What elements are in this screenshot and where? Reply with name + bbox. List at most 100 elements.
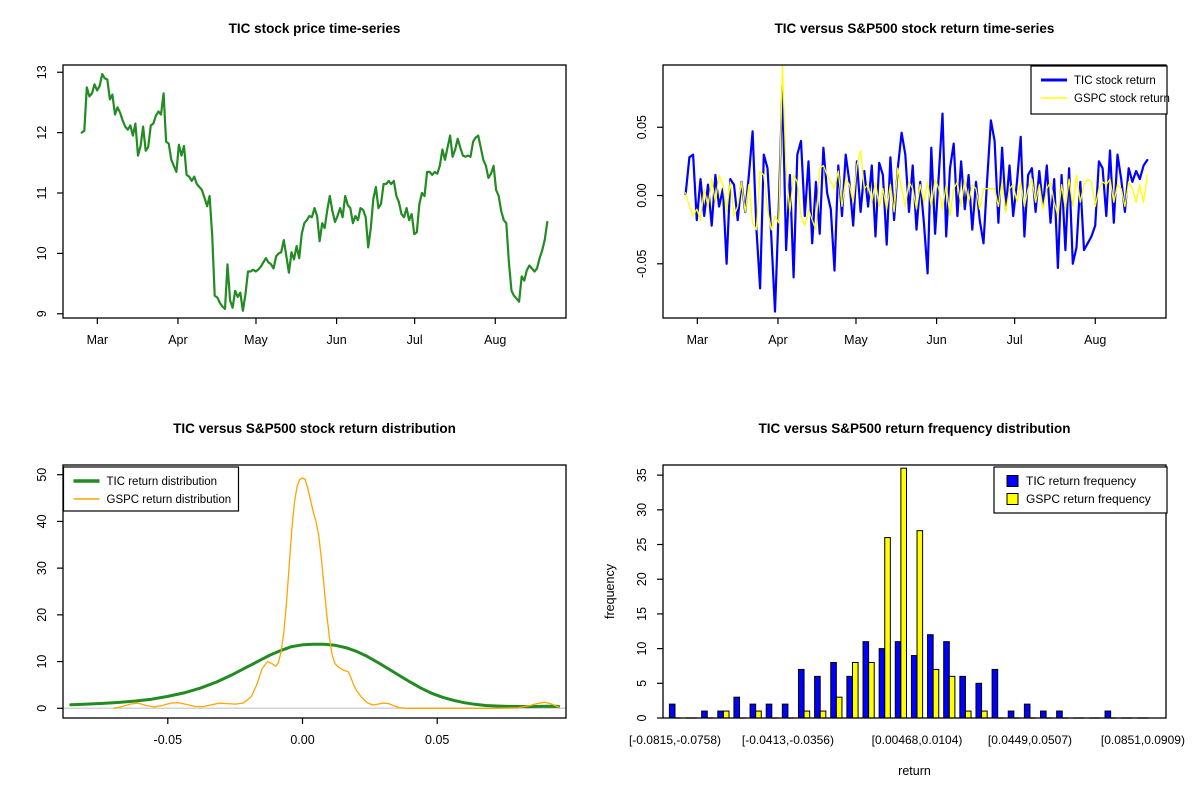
bar-tic [814, 675, 821, 719]
bar-tic [1007, 710, 1015, 719]
bar-gspc [900, 467, 907, 719]
bar-tic [1023, 703, 1031, 719]
legend-label: GSPC stock return [1074, 93, 1170, 105]
plot-box [662, 464, 1167, 719]
y-tick-label: 10 [635, 642, 649, 656]
bar-gspc [964, 710, 972, 719]
bar-tic [975, 682, 983, 719]
series-line-1 [113, 477, 560, 709]
x-tick-label: Apr [768, 333, 787, 347]
y-tick-label: 0 [35, 705, 49, 712]
y-tick-label: 35 [635, 468, 649, 482]
bar-tic [943, 641, 950, 719]
y-tick-label: 11 [35, 186, 49, 199]
bar-tic [894, 641, 902, 719]
x-tick-label: Apr [168, 333, 187, 347]
series-line-1 [684, 65, 1148, 231]
x-tick-label: Mar [687, 333, 709, 347]
legend-swatch [1006, 475, 1019, 487]
x-bin-label: [-0.0815,-0.0758) [629, 733, 721, 747]
x-bin-label: [-0.0413,-0.0356) [742, 733, 834, 747]
y-tick-label: 30 [635, 503, 649, 517]
x-tick-label: Mar [87, 333, 109, 347]
y-axis-label: frequency [603, 563, 617, 619]
bar-gspc [819, 710, 827, 719]
x-axis-label: return [898, 764, 931, 778]
y-tick-label: 5 [635, 680, 649, 687]
tic-price-chart: Mar Apr May Jun Jul Aug 9 10 11 12 13 [35, 64, 567, 347]
bar-gspc [835, 696, 843, 719]
bar-tic [1040, 710, 1047, 719]
bar-gspc [722, 710, 730, 719]
bar-gspc [803, 710, 811, 719]
y-tick-label: 15 [635, 607, 649, 621]
y-tick-label: 0.00 [635, 183, 649, 207]
y-tick-label: -0.05 [635, 250, 649, 279]
panel-tic-price: TIC stock price time-series Mar Apr May Jun… [0, 0, 600, 400]
return-distribution-chart: -0.05 0.00 0.05 0 10 20 30 40 50 TIC return distr… [35, 464, 567, 747]
x-tick-label: 0.05 [425, 733, 449, 747]
legend-box [62, 466, 240, 512]
bar-gspc [932, 668, 940, 719]
bar-tic [668, 703, 676, 719]
y-tick-label: 12 [35, 126, 49, 140]
bar-tic [830, 661, 837, 719]
stock-returns-chart: Mar Apr May Jun Jul Aug -0.05 0.00 0.05 TIC stock… [635, 64, 1170, 347]
x-tick-label: Jul [1007, 333, 1023, 347]
chart-title-return-frequency: TIC versus S&P500 return frequency distr… [758, 421, 1071, 436]
legend-swatch [1006, 493, 1019, 505]
x-bin-label: [0.0851,0.0909) [1101, 733, 1185, 747]
bar-gspc [948, 675, 956, 719]
bar-gspc [851, 661, 859, 719]
series-line-0 [684, 85, 1149, 313]
return-frequency-chart: [-0.0815,-0.0758) [-0.0413,-0.0356) [0.004… [603, 464, 1185, 778]
y-tick-label: 20 [635, 572, 649, 586]
y-tick-label: 0.05 [635, 115, 649, 139]
x-tick-label: May [844, 333, 868, 347]
bar-tic [797, 668, 805, 719]
bar-tic [733, 696, 741, 719]
x-tick-label: Jun [927, 333, 947, 347]
chart-title-tic-price: TIC stock price time-series [228, 21, 401, 36]
plot-box [62, 64, 567, 319]
bar-tic [878, 648, 886, 719]
bar-tic [749, 703, 757, 719]
legend-label: TIC return frequency [1026, 474, 1136, 488]
bar-tic [781, 703, 789, 719]
x-tick-label: Aug [484, 333, 506, 347]
bar-tic [927, 634, 934, 719]
legend-label: TIC stock return [1074, 75, 1156, 87]
y-tick-label: 13 [35, 65, 49, 79]
bar-tic [910, 655, 918, 719]
panel-return-distribution: TIC versus S&P500 stock return distribut… [0, 400, 600, 800]
y-tick-label: 25 [635, 538, 649, 552]
bar-tic [959, 675, 966, 719]
legend-label: TIC return distribution [107, 476, 218, 488]
y-tick-label: 50 [35, 468, 49, 482]
plot-box [62, 464, 567, 719]
y-tick-label: 10 [35, 246, 49, 260]
chart-title-return-distribution: TIC versus S&P500 stock return distribut… [173, 421, 456, 436]
y-tick-label: 0 [635, 714, 649, 721]
legend-label: GSPC return distribution [107, 494, 232, 506]
bar-gspc [916, 530, 924, 719]
x-tick-label: Aug [1084, 333, 1106, 347]
series-line-0 [80, 72, 549, 312]
bar-gspc [884, 537, 891, 719]
plot-box [662, 64, 1167, 319]
bar-tic [991, 668, 999, 719]
bar-tic [717, 710, 724, 719]
bar-gspc [868, 661, 875, 719]
bar-tic [862, 641, 870, 719]
x-tick-label: 0.00 [290, 733, 314, 747]
legend-label: GSPC return frequency [1026, 492, 1151, 506]
x-tick-label: Jul [407, 333, 423, 347]
x-tick-label: May [244, 333, 268, 347]
x-bin-label: [0.0449,0.0507) [988, 733, 1072, 747]
bar-tic [1104, 710, 1112, 719]
y-tick-label: 20 [35, 608, 49, 622]
x-bin-label: [0.00468,0.0104) [872, 733, 963, 747]
legend-box [993, 466, 1168, 514]
chart-title-stock-returns: TIC versus S&P500 stock return time-seri… [774, 21, 1055, 36]
